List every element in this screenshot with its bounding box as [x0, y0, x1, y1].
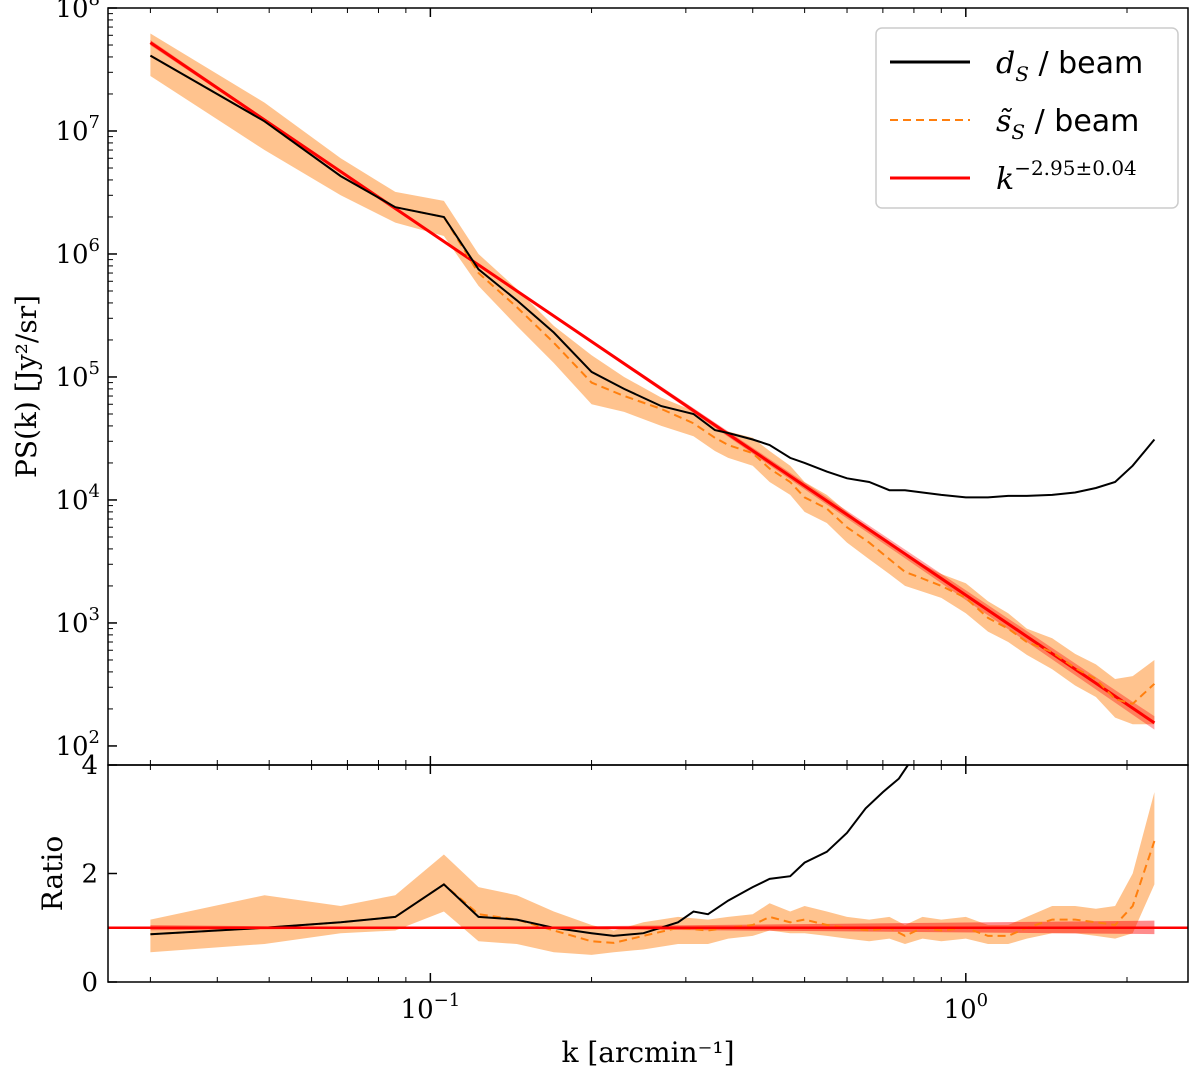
bottom-panel: 0 2 4 10−1 100 Ratio k [arcmin⁻¹]: [36, 751, 1189, 1069]
sS-ratio-line: [150, 840, 1156, 944]
dS-ratio-line: [150, 765, 910, 937]
legend-box: [875, 27, 1179, 209]
bottom-xlabel: k [arcmin⁻¹]: [561, 1036, 734, 1069]
xtick-label: 100: [944, 990, 989, 1025]
fit-line: [149, 41, 1156, 725]
bottom-xticks: 10−1 100: [149, 765, 1128, 1025]
top-ytick-label: 106: [55, 235, 100, 270]
legend: dS / beam s̃S / beam k−2.95±0.04: [875, 27, 1179, 209]
bottom-axes-frame: [107, 764, 1189, 983]
sS-uncertainty-band: [150, 33, 1155, 725]
top-ytick-label: 104: [55, 481, 100, 516]
top-ytick-label: 103: [55, 604, 100, 639]
top-fit-layer: [149, 40, 1156, 730]
top-yticks: 102 103 104 105 106 107 108: [55, 0, 117, 762]
bottom-ytick-label: 2: [81, 860, 98, 890]
bottom-yticks: 0 2 4: [81, 751, 117, 998]
bottom-band-layer: [150, 792, 1155, 955]
top-ylabel: PS(k) [Jy²/sr]: [10, 295, 43, 478]
xtick-label: 10−1: [401, 990, 461, 1025]
sS-line: [149, 54, 1156, 705]
top-lines-layer: [149, 54, 1156, 705]
top-band-layer: [150, 33, 1155, 725]
bottom-ytick-label: 0: [81, 968, 98, 998]
bottom-ytick-label: 4: [81, 751, 98, 781]
legend-label-1: s̃S / beam: [996, 104, 1139, 144]
bottom-ylabel: Ratio: [36, 836, 69, 911]
top-ytick-label: 108: [55, 0, 100, 24]
top-ytick-label: 105: [55, 358, 100, 393]
top-ytick-label: 107: [55, 112, 100, 147]
legend-label-0: dS / beam: [996, 46, 1143, 86]
ratio-uncertainty-band: [150, 792, 1155, 955]
bottom-lines-layer: [108, 765, 1188, 944]
top-ytick-label: 102: [55, 727, 100, 762]
dS-line: [149, 54, 1156, 499]
top-xticks: [149, 8, 1128, 765]
legend-label-2: k−2.95±0.04: [996, 156, 1137, 197]
